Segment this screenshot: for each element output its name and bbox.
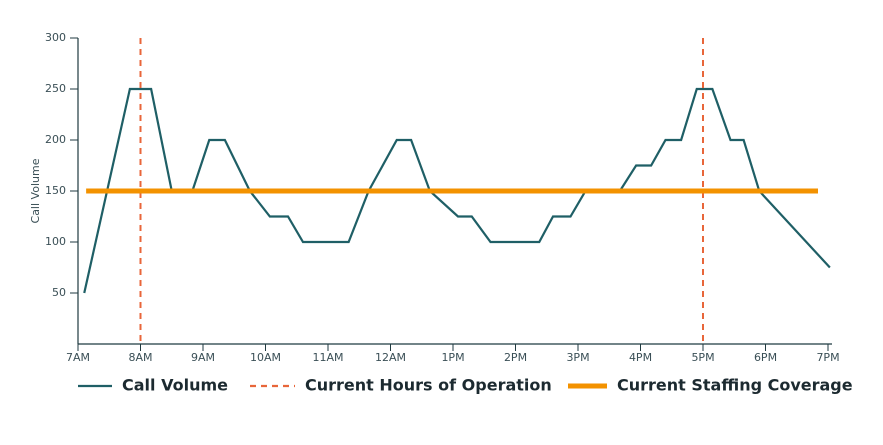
y-tick-label: 300 [45,31,66,44]
x-tick-label: 11AM [312,351,343,364]
x-tick-label: 9AM [191,351,215,364]
y-tick-label: 50 [52,286,66,299]
y-tick-label: 100 [45,235,66,248]
x-tick-label: 7AM [66,351,90,364]
x-tick-label: 5PM [691,351,714,364]
x-tick-label: 12AM [375,351,406,364]
x-tick-label: 10AM [250,351,281,364]
y-tick-label: 200 [45,133,66,146]
legend-label: Current Hours of Operation [305,376,552,395]
x-tick-label: 2PM [504,351,527,364]
legend-label: Call Volume [122,376,228,395]
y-axis-label: Call Volume [29,158,42,223]
y-tick-label: 150 [45,184,66,197]
y-tick-label: 250 [45,82,66,95]
x-tick-label: 4PM [629,351,652,364]
legend-label: Current Staffing Coverage [617,376,853,395]
x-tick-label: 8AM [128,351,152,364]
x-tick-label: 6PM [754,351,777,364]
call-volume-line [83,87,831,294]
x-tick-label: 3PM [566,351,589,364]
x-tick-label: 1PM [441,351,464,364]
x-tick-label: 7PM [816,351,839,364]
